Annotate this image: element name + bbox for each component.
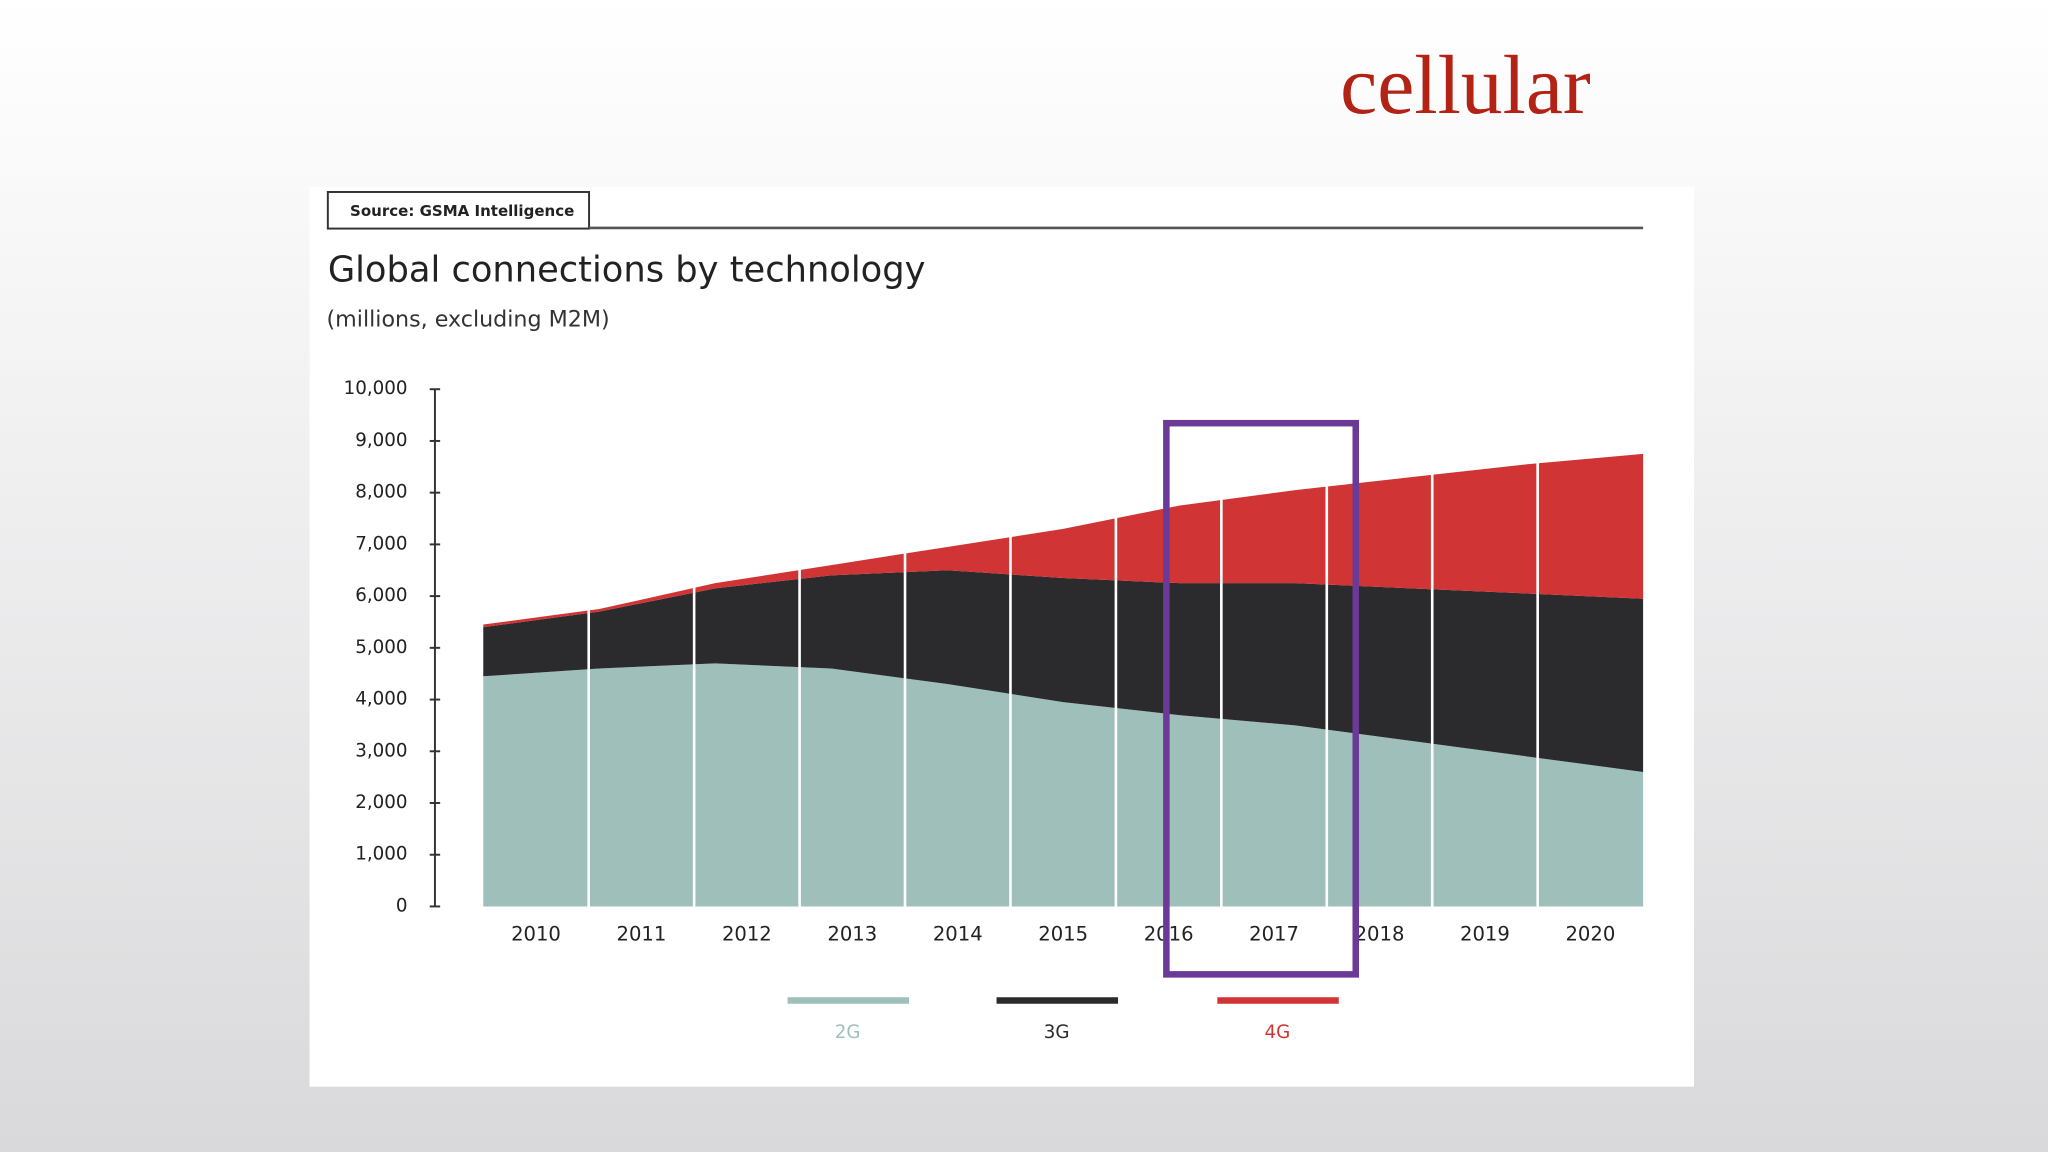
x-tick-label: 2013 xyxy=(827,923,877,946)
highlight-box xyxy=(1163,419,1360,978)
x-tick-label: 2012 xyxy=(722,923,772,946)
x-tick-label: 2011 xyxy=(617,923,667,946)
x-tick-label: 2019 xyxy=(1460,923,1510,946)
source-box xyxy=(326,191,591,230)
y-tick-label: 10,000 xyxy=(344,378,408,399)
y-tick-label: 3,000 xyxy=(355,740,407,761)
y-tick-label: 1,000 xyxy=(355,844,407,865)
x-tick-label: 2017 xyxy=(1249,923,1299,946)
slide-title: cellular xyxy=(1340,40,1591,132)
y-tick-label: 4,000 xyxy=(355,689,407,710)
x-tick-label: 2020 xyxy=(1565,923,1615,946)
x-tick-label: 2015 xyxy=(1038,923,1088,946)
x-tick-label: 2010 xyxy=(511,923,561,946)
y-tick-label: 8,000 xyxy=(355,482,407,503)
y-tick-label: 5,000 xyxy=(355,637,407,658)
y-tick-label: 0 xyxy=(396,895,408,916)
y-tick-label: 7,000 xyxy=(355,533,407,554)
x-tick-label: 2018 xyxy=(1355,923,1405,946)
legend-label: 2G xyxy=(835,1022,861,1043)
legend-label: 4G xyxy=(1264,1022,1290,1043)
y-tick-label: 6,000 xyxy=(355,585,407,606)
legend-label: 3G xyxy=(1044,1022,1070,1043)
source: Source: GSMA Intelligence xyxy=(350,202,574,220)
chart-subtitle: (millions, excluding M2M) xyxy=(327,307,610,333)
y-tick-label: 9,000 xyxy=(355,430,407,451)
y-tick-label: 2,000 xyxy=(355,792,407,813)
x-tick-label: 2014 xyxy=(933,923,983,946)
chart-title: Global connections by technology xyxy=(328,250,926,291)
